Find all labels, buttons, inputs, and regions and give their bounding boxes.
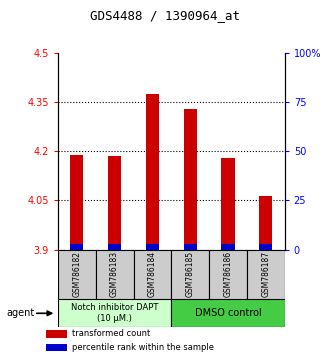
Bar bbox=[108, 244, 121, 250]
Bar bbox=[221, 244, 235, 250]
Text: GSM786185: GSM786185 bbox=[186, 251, 195, 297]
Text: Notch inhibitor DAPT
(10 μM.): Notch inhibitor DAPT (10 μM.) bbox=[71, 303, 158, 323]
Bar bbox=[46, 330, 67, 338]
Text: GSM786186: GSM786186 bbox=[223, 251, 232, 297]
Bar bbox=[247, 250, 285, 299]
Bar bbox=[133, 250, 171, 299]
Bar bbox=[58, 299, 171, 327]
Bar bbox=[259, 195, 272, 250]
Bar bbox=[146, 94, 159, 250]
Bar bbox=[184, 109, 197, 250]
Text: GSM786182: GSM786182 bbox=[72, 251, 81, 297]
Bar bbox=[146, 244, 159, 250]
Bar bbox=[58, 250, 96, 299]
Bar bbox=[46, 344, 67, 351]
Text: GDS4488 / 1390964_at: GDS4488 / 1390964_at bbox=[90, 9, 241, 22]
Bar bbox=[209, 250, 247, 299]
Bar bbox=[70, 244, 83, 250]
Bar bbox=[96, 250, 133, 299]
Text: agent: agent bbox=[7, 308, 35, 318]
Text: GSM786183: GSM786183 bbox=[110, 251, 119, 297]
Text: GSM786184: GSM786184 bbox=[148, 251, 157, 297]
Bar bbox=[259, 244, 272, 250]
Text: percentile rank within the sample: percentile rank within the sample bbox=[72, 343, 214, 352]
Text: DMSO control: DMSO control bbox=[195, 308, 261, 318]
Bar bbox=[171, 250, 209, 299]
Text: GSM786187: GSM786187 bbox=[261, 251, 270, 297]
Bar bbox=[221, 158, 235, 250]
Text: transformed count: transformed count bbox=[72, 329, 151, 338]
Bar bbox=[70, 155, 83, 250]
Bar bbox=[108, 156, 121, 250]
Bar bbox=[184, 244, 197, 250]
Bar bbox=[171, 299, 285, 327]
